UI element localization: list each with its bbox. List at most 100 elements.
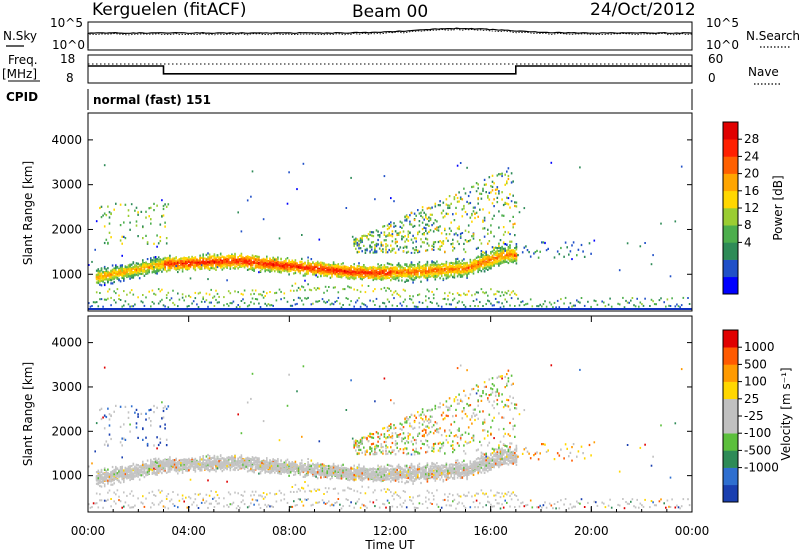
range-cell xyxy=(218,264,220,266)
range-cell xyxy=(142,294,144,296)
range-cell xyxy=(91,261,93,263)
range-cell xyxy=(481,256,483,258)
range-cell xyxy=(427,306,429,308)
range-cell xyxy=(433,261,435,263)
range-cell xyxy=(465,306,467,308)
range-cell xyxy=(249,268,251,270)
range-cell xyxy=(134,266,136,268)
range-cell xyxy=(113,209,115,211)
range-cell xyxy=(420,281,422,283)
range-cell xyxy=(428,297,430,299)
range-cell xyxy=(361,267,363,269)
range-cell xyxy=(466,294,468,296)
range-cell xyxy=(257,298,259,300)
range-cell xyxy=(619,303,621,305)
range-cell xyxy=(457,197,459,199)
range-cell xyxy=(522,251,524,253)
range-cell xyxy=(202,261,204,263)
range-cell xyxy=(516,262,518,264)
range-cell xyxy=(511,241,513,243)
range-cell xyxy=(482,251,484,253)
range-cell xyxy=(206,259,208,261)
range-cell xyxy=(237,256,239,258)
range-cell xyxy=(438,274,440,276)
range-cell xyxy=(414,273,416,275)
range-cell xyxy=(388,273,390,275)
range-cell xyxy=(209,268,211,270)
range-cell xyxy=(415,306,417,308)
range-cell xyxy=(152,301,154,303)
range-cell xyxy=(223,267,225,269)
range-cell xyxy=(96,274,98,276)
range-cell xyxy=(207,266,209,268)
range-cell xyxy=(433,249,435,251)
range-cell xyxy=(466,264,468,266)
range-cell xyxy=(123,275,125,277)
range-cell xyxy=(115,267,117,269)
range-cell xyxy=(156,258,158,260)
range-cell xyxy=(365,252,367,254)
range-cell xyxy=(431,245,433,247)
range-cell xyxy=(406,305,408,307)
range-cell xyxy=(371,246,373,248)
range-cell xyxy=(301,300,303,302)
range-cell xyxy=(457,261,459,263)
range-cell xyxy=(365,276,367,278)
range-cell xyxy=(400,221,402,223)
range-cell xyxy=(206,254,208,256)
range-cell xyxy=(395,271,397,273)
range-cell xyxy=(153,266,155,268)
range-cell xyxy=(182,261,184,263)
range-cell xyxy=(420,266,422,268)
range-cell xyxy=(414,219,416,221)
range-cell xyxy=(373,252,375,254)
range-cell xyxy=(422,265,424,267)
range-cell xyxy=(166,270,168,272)
range-cell xyxy=(482,291,484,293)
range-cell xyxy=(96,291,98,293)
range-cell xyxy=(320,269,322,271)
range-cell xyxy=(665,306,667,308)
range-cell xyxy=(322,262,324,264)
range-cell xyxy=(175,265,177,267)
range-cell xyxy=(463,248,465,250)
range-cell xyxy=(493,258,495,260)
range-cell xyxy=(98,280,100,282)
range-cell xyxy=(524,207,526,209)
range-cell xyxy=(551,162,553,164)
range-cell xyxy=(455,270,457,272)
range-cell xyxy=(525,245,527,247)
range-cell xyxy=(336,264,338,266)
range-cell xyxy=(99,485,101,487)
range-cell xyxy=(90,507,92,509)
range-cell xyxy=(161,259,163,261)
range-cell xyxy=(465,266,467,268)
range-cell xyxy=(408,236,410,238)
range-cell xyxy=(481,253,483,255)
range-cell xyxy=(258,259,260,261)
range-cell xyxy=(433,272,435,274)
range-cell xyxy=(427,279,429,281)
range-cell xyxy=(182,293,184,295)
range-cell xyxy=(495,189,497,191)
range-cell xyxy=(423,212,425,214)
range-cell xyxy=(381,232,383,234)
range-cell xyxy=(253,258,255,260)
range-cell xyxy=(374,270,376,272)
range-cell xyxy=(218,259,220,261)
range-cell xyxy=(190,263,192,265)
range-cell xyxy=(326,264,328,266)
range-cell xyxy=(444,274,446,276)
range-cell xyxy=(462,275,464,277)
range-cell xyxy=(218,261,220,263)
range-cell xyxy=(485,261,487,263)
range-cell xyxy=(403,269,405,271)
range-cell xyxy=(285,260,287,262)
range-cell xyxy=(217,266,219,268)
range-cell xyxy=(419,220,421,222)
range-cell xyxy=(443,270,445,272)
range-cell xyxy=(392,277,394,279)
range-cell xyxy=(527,249,529,251)
range-cell xyxy=(516,255,518,257)
range-cell xyxy=(120,239,122,241)
